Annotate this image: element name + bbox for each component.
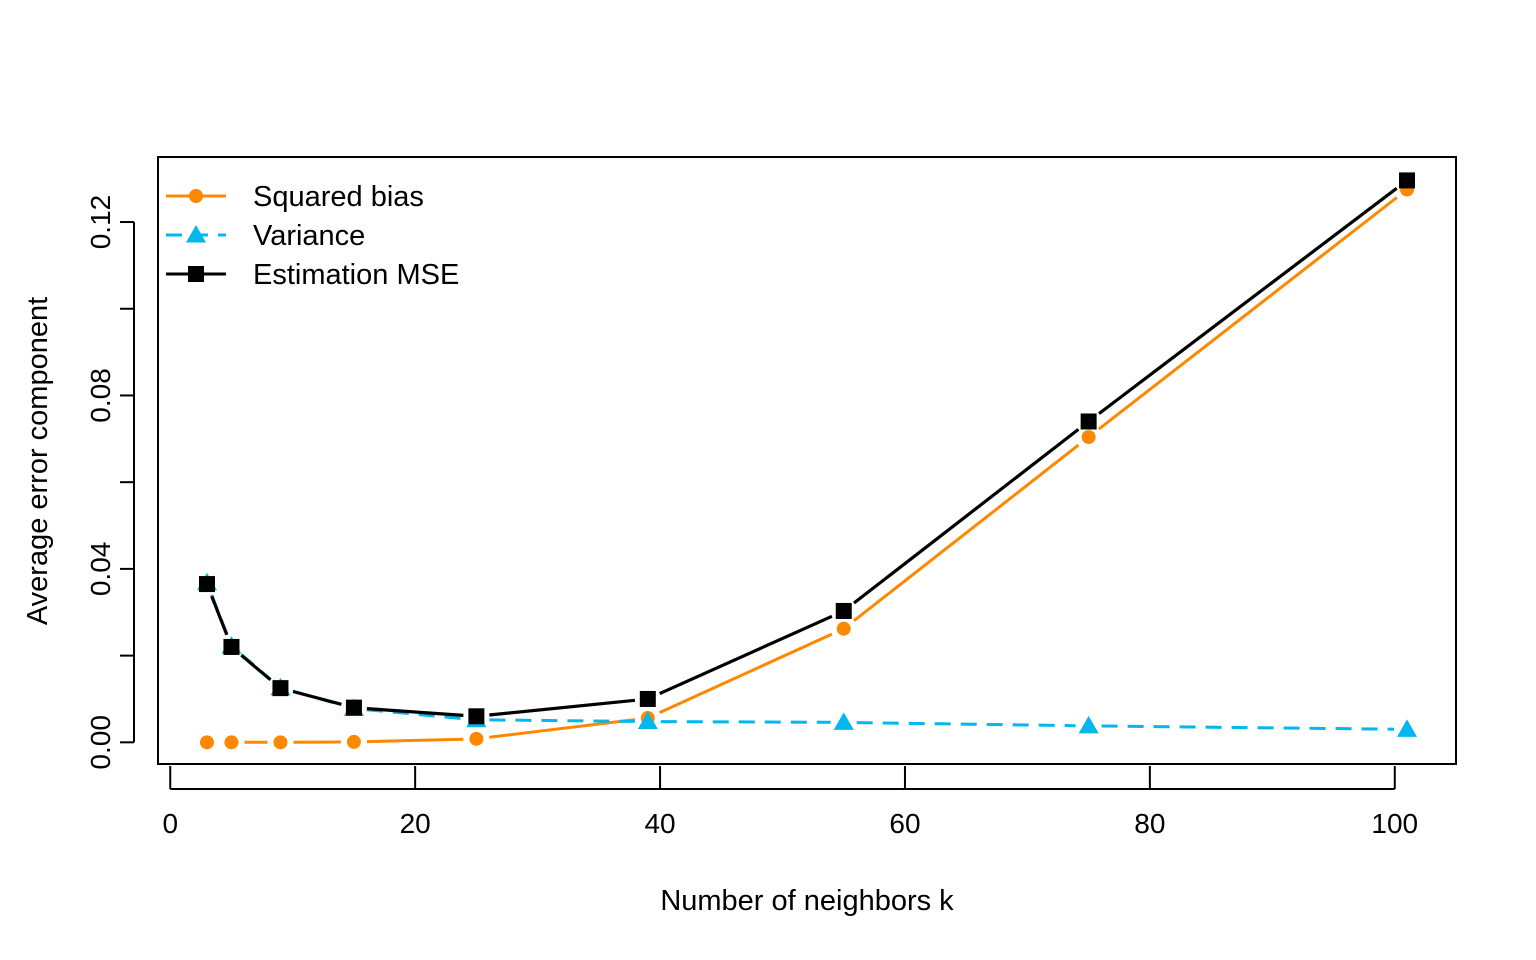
data-point-variance (1078, 715, 1099, 734)
data-point-squared-bias (836, 621, 851, 636)
data-point-estimation-mse (468, 708, 485, 725)
plot-area-box (157, 156, 1457, 765)
data-point-estimation-mse (345, 699, 362, 716)
data-point-estimation-mse (1080, 413, 1097, 430)
data-point-variance (637, 711, 658, 730)
legend-marker (188, 266, 204, 282)
data-point-squared-bias (224, 735, 239, 750)
x-tick-label: 0 (162, 808, 178, 839)
y-axis-title: Average error component (22, 297, 54, 625)
legend-marker (189, 189, 203, 203)
data-point-estimation-mse (223, 638, 240, 655)
y-tick-label: 0.12 (85, 195, 116, 250)
data-point-squared-bias (199, 735, 214, 750)
legend-item-squared-bias: Squared bias (166, 181, 424, 213)
data-point-estimation-mse (1399, 172, 1416, 189)
data-point-squared-bias (273, 735, 288, 750)
x-tick-label: 100 (1371, 808, 1418, 839)
legend-marker (186, 225, 206, 243)
y-tick-label: 0.00 (85, 715, 116, 770)
x-axis-title: Number of neighbors k (660, 885, 954, 917)
series-variance (196, 572, 1418, 737)
x-axis: 0 20 40 60 80 100 (162, 766, 1418, 839)
y-tick-label: 0.08 (85, 368, 116, 423)
data-point-estimation-mse (639, 690, 656, 707)
legend-item-estimation-mse: Estimation MSE (166, 259, 459, 291)
x-tick-label: 20 (400, 808, 431, 839)
legend-item-variance: Variance (166, 220, 365, 252)
legend-label: Variance (253, 220, 365, 252)
x-tick-label: 40 (644, 808, 675, 839)
series-line-squared-bias (244, 196, 1398, 744)
series-squared-bias (199, 182, 1415, 750)
legend-label: Estimation MSE (253, 259, 459, 291)
data-point-squared-bias (1081, 430, 1096, 445)
data-point-squared-bias (346, 734, 361, 749)
series-line-estimation-mse (210, 187, 1398, 717)
data-point-estimation-mse (272, 680, 289, 697)
data-point-squared-bias (469, 731, 484, 746)
y-axis: 0.00 0.04 0.08 0.12 (85, 195, 135, 770)
x-tick-label: 60 (889, 808, 920, 839)
series-estimation-mse (198, 172, 1416, 725)
data-point-estimation-mse (835, 602, 852, 619)
series-line-variance (210, 594, 1395, 731)
y-tick-label: 0.04 (85, 542, 116, 597)
data-point-estimation-mse (198, 576, 215, 593)
series-layer (196, 172, 1418, 750)
legend-label: Squared bias (253, 181, 424, 213)
legend: Squared bias Variance Estimation MSE (166, 181, 459, 291)
data-point-variance (1397, 719, 1418, 737)
x-tick-label: 80 (1134, 808, 1165, 839)
data-point-variance (833, 712, 854, 730)
